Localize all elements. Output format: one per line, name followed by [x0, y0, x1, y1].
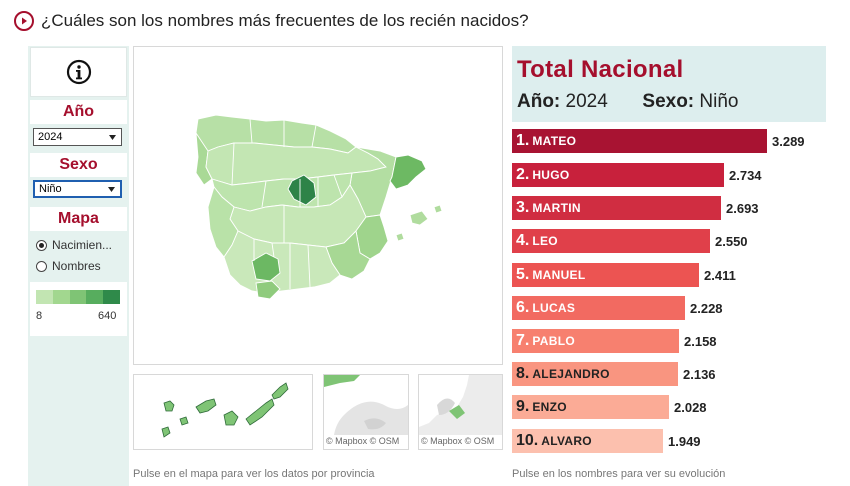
- spain-provinces-map[interactable]: [134, 47, 502, 364]
- color-legend: [36, 290, 120, 304]
- ceuta-map[interactable]: © Mapbox © OSM: [323, 374, 409, 450]
- name-rank: 9.: [516, 398, 530, 415]
- ceuta-attribution: © Mapbox © OSM: [326, 436, 400, 446]
- name-rank: 8.: [516, 365, 530, 382]
- name-label: MARTIN: [532, 201, 581, 215]
- summary-year-value: 2024: [565, 91, 608, 112]
- spain-map[interactable]: [133, 46, 503, 365]
- ceuta-terrain: [324, 375, 408, 435]
- legend-swatch: [69, 290, 87, 304]
- name-label: ALVARO: [541, 434, 592, 448]
- summary-sex-value: Niño: [699, 91, 739, 112]
- name-rank: 10.: [516, 432, 539, 449]
- name-rank: 7.: [516, 332, 530, 349]
- melilla-terrain: [419, 375, 502, 435]
- melilla-attribution: © Mapbox © OSM: [421, 436, 495, 446]
- sex-select[interactable]: Niño: [33, 180, 122, 198]
- info-button[interactable]: [30, 47, 127, 97]
- title-bar: ¿Cuáles son los nombres más frecuentes d…: [14, 8, 529, 34]
- name-bar[interactable]: 4. LEO: [512, 229, 710, 253]
- radio-checked-icon: [36, 239, 47, 251]
- melilla-map[interactable]: © Mapbox © OSM: [418, 374, 503, 450]
- info-icon: [66, 59, 91, 85]
- summary-year-label: Año:: [517, 91, 561, 112]
- canary-islands-shapes[interactable]: [134, 375, 312, 449]
- name-bar[interactable]: 7. PABLO: [512, 329, 679, 353]
- legend-min: 8: [36, 310, 43, 322]
- name-value: 2.158: [684, 334, 717, 349]
- name-value: 3.289: [772, 134, 805, 149]
- name-bar[interactable]: 5. MANUEL: [512, 263, 699, 287]
- name-rank: 1.: [516, 132, 530, 149]
- map-option-names[interactable]: Nombres: [36, 259, 101, 273]
- name-label: LUCAS: [532, 301, 576, 315]
- legend-box: 8 640: [30, 282, 127, 336]
- legend-swatch: [103, 290, 120, 304]
- legend-swatch: [36, 290, 53, 304]
- name-rank: 3.: [516, 199, 530, 216]
- name-bar[interactable]: 10. ALVARO: [512, 429, 663, 453]
- legend-swatch: [86, 290, 104, 304]
- map-label: Mapa: [30, 207, 127, 231]
- names-footnote: Pulse en los nombres para ver su evoluci…: [512, 468, 726, 480]
- year-select-value: 2024: [38, 131, 63, 143]
- name-value: 2.411: [704, 268, 736, 283]
- sex-select-value: Niño: [39, 183, 62, 195]
- name-bar[interactable]: 8. ALEJANDRO: [512, 362, 678, 386]
- play-icon[interactable]: [14, 11, 34, 31]
- name-value: 2.734: [729, 168, 762, 183]
- name-bar[interactable]: 3. MARTIN: [512, 196, 721, 220]
- name-label: HUGO: [532, 168, 570, 182]
- canary-islands-map[interactable]: [133, 374, 313, 450]
- name-label: ALEJANDRO: [532, 367, 610, 381]
- map-option-names-label: Nombres: [52, 259, 101, 273]
- name-label: PABLO: [532, 334, 575, 348]
- legend-swatch: [52, 290, 70, 304]
- name-bar[interactable]: 6. LUCAS: [512, 296, 685, 320]
- name-value: 2.693: [726, 201, 759, 216]
- name-value: 2.228: [690, 301, 723, 316]
- name-value: 2.550: [715, 234, 748, 249]
- filter-panel: Año 2024 Sexo Niño Mapa Nacimien... Nomb…: [28, 46, 129, 486]
- name-rank: 5.: [516, 266, 530, 283]
- name-label: MATEO: [532, 134, 577, 148]
- name-bar[interactable]: 2. HUGO: [512, 163, 724, 187]
- sex-label: Sexo: [30, 153, 127, 177]
- summary-subtitle: Año: 2024 Sexo: Niño: [517, 91, 739, 113]
- page-title: ¿Cuáles son los nombres más frecuentes d…: [41, 11, 529, 30]
- name-rank: 6.: [516, 299, 530, 316]
- name-value: 2.136: [683, 367, 716, 382]
- name-value: 2.028: [674, 400, 707, 415]
- caret-down-icon: [108, 186, 115, 192]
- name-value: 1.949: [668, 434, 701, 449]
- summary-sex-label: Sexo:: [642, 91, 695, 112]
- name-label: ENZO: [532, 400, 567, 414]
- map-option-births-label: Nacimien...: [52, 238, 113, 252]
- name-label: LEO: [532, 234, 558, 248]
- name-rank: 4.: [516, 232, 530, 249]
- radio-unchecked-icon: [36, 260, 47, 272]
- map-footnote: Pulse en el mapa para ver los datos por …: [133, 468, 375, 480]
- map-option-births[interactable]: Nacimien...: [36, 238, 112, 252]
- name-bar[interactable]: 1. MATEO: [512, 129, 767, 153]
- name-label: MANUEL: [532, 268, 586, 282]
- summary-title: Total Nacional: [517, 56, 684, 83]
- name-rank: 2.: [516, 166, 530, 183]
- year-label: Año: [30, 100, 127, 124]
- name-bar[interactable]: 9. ENZO: [512, 395, 669, 419]
- caret-down-icon: [109, 134, 116, 140]
- legend-max: 640: [98, 310, 117, 322]
- year-select[interactable]: 2024: [33, 128, 122, 146]
- summary-header: Total Nacional Año: 2024 Sexo: Niño: [512, 46, 826, 122]
